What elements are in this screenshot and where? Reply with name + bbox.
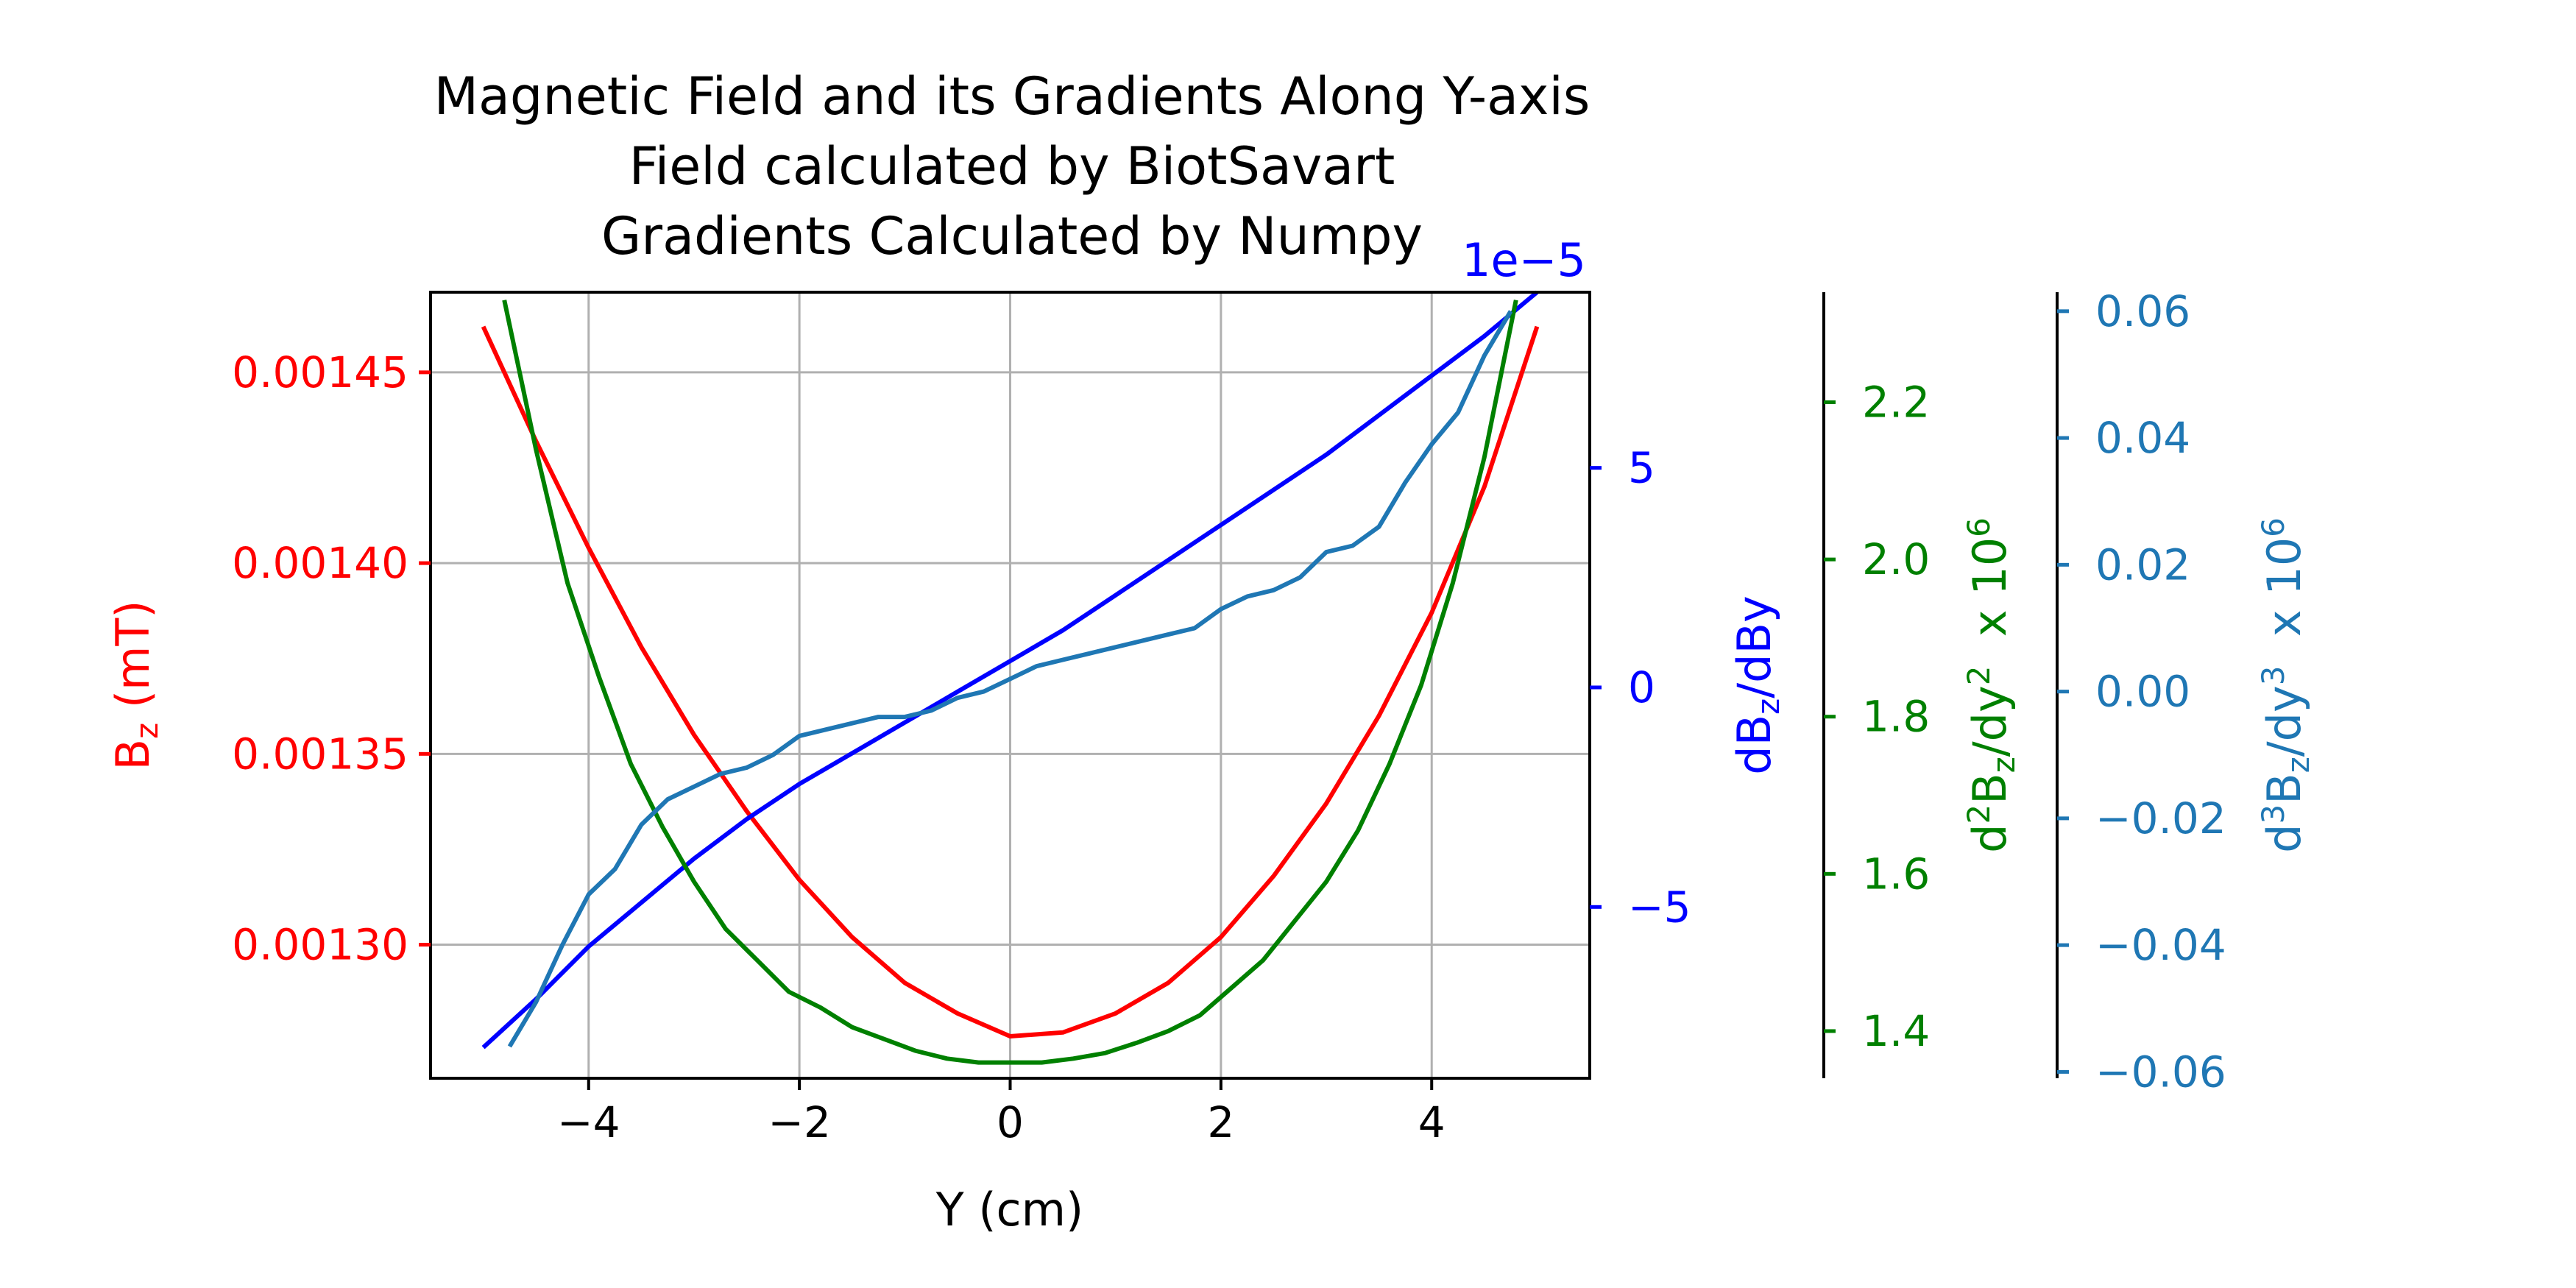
- series-line-dbz: [481, 290, 1539, 1050]
- series-line-d2bz: [502, 300, 1518, 1065]
- x-axis-label: Y (cm): [935, 1183, 1083, 1236]
- bz-tick-label: 0.00135: [232, 729, 408, 779]
- series-line-bz: [481, 325, 1540, 1038]
- bz-tick-label: 0.00145: [232, 347, 408, 397]
- x-tick-label: −2: [768, 1097, 831, 1147]
- series-layer: [481, 290, 1540, 1065]
- d2bz-tick-label: 2.2: [1862, 378, 1930, 428]
- dbz-axis-ticks: −5 0 5: [1590, 443, 1691, 932]
- dbz-tick-label: 0: [1628, 662, 1655, 712]
- d3bz-tick-label: −0.06: [2095, 1047, 2226, 1097]
- d3bz-axis-label: d3Bz/dy3 x 106: [2255, 517, 2316, 853]
- bz-axis-label: Bz (mT): [106, 601, 165, 771]
- bz-tick-label: 0.00140: [232, 538, 408, 588]
- chart-title-line-3: Gradients Calculated by Numpy: [601, 206, 1423, 266]
- dbz-offset-text: 1e−5: [1462, 233, 1586, 287]
- d2bz-tick-label: 1.6: [1862, 849, 1930, 899]
- dbz-axis-label: dBz/dBy: [1727, 595, 1786, 774]
- series-line-d3bz: [507, 310, 1513, 1048]
- bz-tick-label: 0.00130: [232, 920, 408, 970]
- chart-title-line-2: Field calculated by BiotSavart: [629, 136, 1395, 197]
- d3bz-tick-label: −0.04: [2095, 920, 2226, 970]
- d2bz-axis-label: d2Bz/dy2 x 106: [1961, 517, 2022, 853]
- x-tick-label: 4: [1418, 1097, 1446, 1147]
- d2bz-axis-ticks: 1.4 1.6 1.8 2.0 2.2: [1824, 378, 1930, 1056]
- d3bz-tick-label: 0.06: [2095, 286, 2190, 336]
- d2bz-tick-label: 2.0: [1862, 534, 1930, 584]
- dbz-tick-label: 5: [1628, 443, 1655, 493]
- d3bz-tick-label: 0.00: [2095, 667, 2190, 717]
- chart-title-line-1: Magnetic Field and its Gradients Along Y…: [434, 66, 1590, 127]
- x-axis-ticks: −4 −2 0 2 4: [557, 1078, 1446, 1147]
- d2bz-tick-label: 1.4: [1862, 1006, 1930, 1056]
- d3bz-tick-label: −0.02: [2095, 793, 2226, 843]
- x-tick-label: 0: [997, 1097, 1024, 1147]
- bz-axis-ticks: 0.00130 0.00135 0.00140 0.00145: [232, 347, 431, 970]
- d3bz-tick-label: 0.04: [2095, 413, 2190, 463]
- grid: [431, 292, 1590, 1078]
- x-tick-label: −4: [557, 1097, 620, 1147]
- d2bz-tick-label: 1.8: [1862, 692, 1930, 742]
- d3bz-tick-label: 0.02: [2095, 539, 2190, 590]
- d3bz-axis-ticks: −0.06 −0.04 −0.02 0.00 0.02 0.04 0.06: [2057, 286, 2226, 1097]
- dbz-tick-label: −5: [1628, 882, 1691, 932]
- x-tick-label: 2: [1207, 1097, 1234, 1147]
